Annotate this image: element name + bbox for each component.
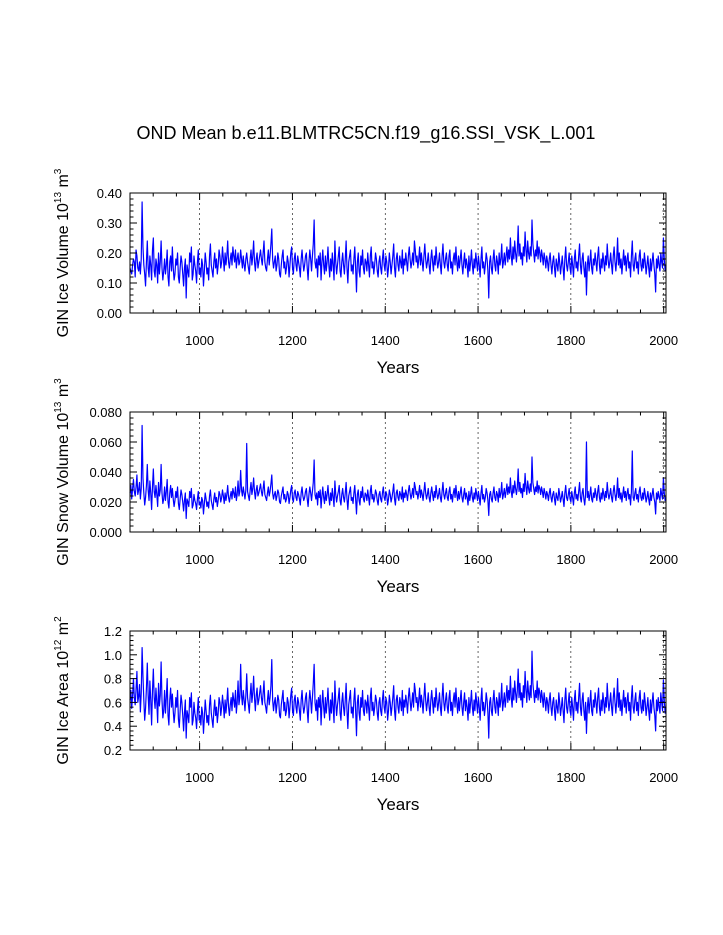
x-axis-label: Years xyxy=(377,795,420,814)
x-tick-label: 2000 xyxy=(649,333,678,348)
x-tick-label: 1400 xyxy=(371,552,400,567)
y-axis-label-unit-exponent: 2 xyxy=(53,616,64,622)
y-axis-label-main: GIN Ice Area 10 xyxy=(55,651,72,765)
x-tick-label: 1800 xyxy=(556,552,585,567)
y-tick-label: 0.20 xyxy=(97,246,122,261)
y-axis-label-unit: m xyxy=(55,622,72,640)
grid-lines xyxy=(199,412,664,532)
x-tick-label: 1000 xyxy=(185,770,214,785)
y-tick-label: 0.080 xyxy=(89,405,122,420)
y-axis-label-exponent: 13 xyxy=(53,192,64,204)
axis-ticks: 1000 1200 1400 1600 1800 2000 0.00 0.10 0.20 0.30… xyxy=(97,186,678,348)
y-tick-label: 0.00 xyxy=(97,306,122,321)
y-axis-label-main: GIN Ice Volume 10 xyxy=(55,203,72,337)
x-tick-label: 1200 xyxy=(278,552,307,567)
axis-ticks: 1000 1200 1400 1600 1800 2000 0.000 0.020 0.040 0… xyxy=(89,405,678,567)
y-axis-label-unit: m xyxy=(55,384,72,402)
x-tick-label: 1400 xyxy=(371,770,400,785)
y-tick-label: 1.0 xyxy=(104,648,122,663)
y-tick-label: 0.020 xyxy=(89,495,122,510)
svg-text:GIN Snow Volume 1013 m3: GIN Snow Volume 1013 m3 xyxy=(53,378,72,566)
y-axis-label: GIN Snow Volume 1013 m3 xyxy=(53,378,72,566)
y-axis-label-main: GIN Snow Volume 10 xyxy=(55,413,72,566)
x-tick-label: 1800 xyxy=(556,333,585,348)
x-tick-label: 1800 xyxy=(556,770,585,785)
y-axis-label: GIN Ice Volume 1013 m3 xyxy=(53,168,72,337)
plot-frame xyxy=(129,630,667,751)
x-tick-label: 1600 xyxy=(464,552,493,567)
x-axis-label: Years xyxy=(377,358,420,377)
x-tick-label: 1200 xyxy=(278,333,307,348)
panel-snow-volume: 1000 1200 1400 1600 1800 2000 0.000 0.020 0.040 0… xyxy=(53,378,678,596)
page-title: OND Mean b.e11.BLMTRC5CN.f19_g16.SSI_VSK… xyxy=(137,123,596,144)
svg-text:GIN Ice Volume 1013 m3: GIN Ice Volume 1013 m3 xyxy=(53,168,72,337)
panel-ice-volume: 1000 1200 1400 1600 1800 2000 0.00 0.10 0.20 0.30… xyxy=(53,168,678,377)
y-axis-label-exponent: 13 xyxy=(53,401,64,413)
series-line-snow-volume xyxy=(129,424,667,520)
x-tick-label: 1200 xyxy=(278,770,307,785)
y-axis-label-unit-exponent: 3 xyxy=(53,168,64,174)
y-axis-label-unit: m xyxy=(55,174,72,192)
y-axis-label: GIN Ice Area 1012 m2 xyxy=(53,616,72,765)
y-axis-label-exponent: 12 xyxy=(53,639,64,651)
x-tick-label: 1600 xyxy=(464,333,493,348)
series-line-ice-area xyxy=(129,647,667,739)
y-axis-label-unit-exponent: 3 xyxy=(53,378,64,384)
y-tick-label: 0.060 xyxy=(89,435,122,450)
x-tick-label: 1400 xyxy=(371,333,400,348)
x-tick-label: 1600 xyxy=(464,770,493,785)
panel-ice-area: 1000 1200 1400 1600 1800 2000 0.2 0.4 0.6 0.8 1.0 1… xyxy=(53,616,678,814)
y-tick-label: 0.30 xyxy=(97,216,122,231)
y-tick-label: 0.40 xyxy=(97,186,122,201)
y-tick-label: 0.10 xyxy=(97,276,122,291)
y-tick-label: 1.2 xyxy=(104,624,122,639)
svg-text:GIN Ice Area 1012 m2: GIN Ice Area 1012 m2 xyxy=(53,616,72,765)
axis-ticks: 1000 1200 1400 1600 1800 2000 0.2 0.4 0.6 0.8 1.0 1… xyxy=(104,624,678,785)
series-line-ice-volume xyxy=(129,201,667,299)
y-tick-label: 0.8 xyxy=(104,672,122,687)
x-tick-label: 1000 xyxy=(185,333,214,348)
y-tick-label: 0.6 xyxy=(104,695,122,710)
x-tick-label: 2000 xyxy=(649,770,678,785)
y-tick-label: 0.2 xyxy=(104,743,122,758)
y-tick-label: 0.040 xyxy=(89,465,122,480)
x-axis-label: Years xyxy=(377,577,420,596)
y-tick-label: 0.000 xyxy=(89,525,122,540)
y-tick-label: 0.4 xyxy=(104,719,122,734)
x-tick-label: 2000 xyxy=(649,552,678,567)
x-tick-label: 1000 xyxy=(185,552,214,567)
